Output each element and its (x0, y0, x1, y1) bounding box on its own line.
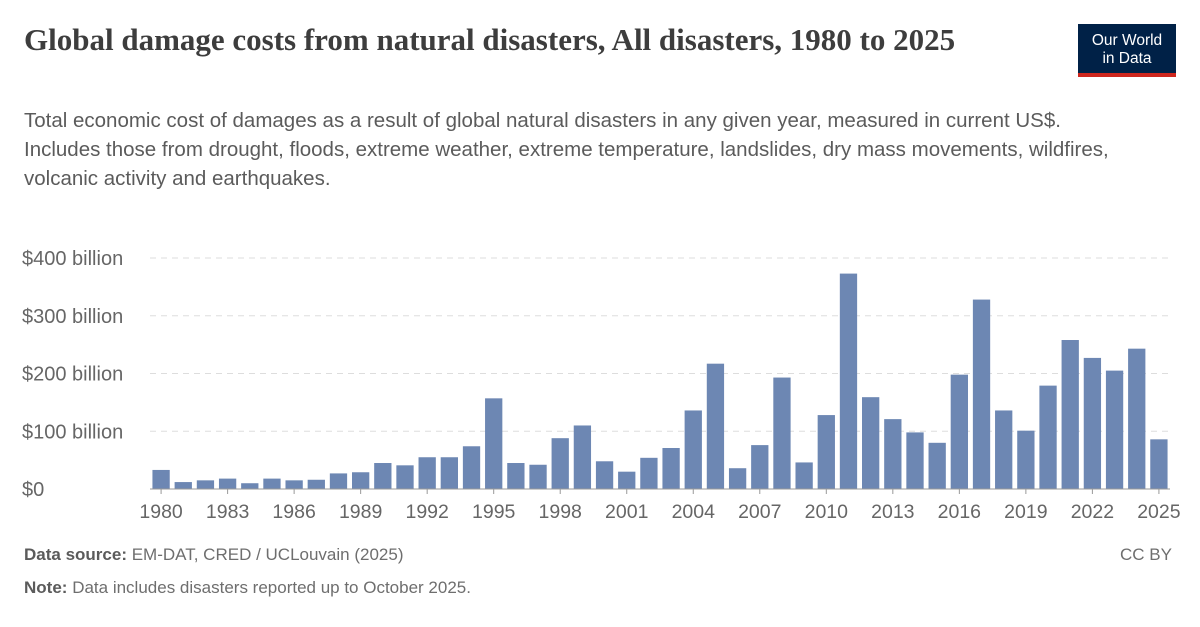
x-tick-label: 2013 (871, 501, 914, 523)
bar-2016 (950, 374, 968, 489)
x-tick-label: 1992 (405, 501, 448, 523)
x-tick-label: 1980 (139, 501, 183, 523)
y-tick-label: $200 billion (22, 364, 123, 386)
bar-1981 (174, 482, 192, 489)
bar-2001 (618, 471, 636, 489)
bar-2022 (1083, 357, 1102, 489)
bar-1992 (418, 457, 436, 489)
x-tick-label: 1986 (272, 501, 315, 523)
bar-1987 (307, 479, 325, 489)
x-tick-label: 2025 (1137, 501, 1181, 523)
bar-2011 (839, 273, 858, 489)
data-source: Data source: EM-DAT, CRED / UCLouvain (2… (24, 545, 404, 565)
bar-2019 (1017, 430, 1035, 489)
x-tick-label: 1989 (339, 501, 382, 523)
x-tick-label: 2007 (738, 501, 781, 523)
logo-line-1: Our World (1091, 32, 1163, 49)
bar-2018 (995, 410, 1013, 489)
bar-2005 (706, 363, 725, 489)
bar-1993 (440, 457, 458, 489)
bar-2024 (1128, 348, 1146, 489)
bar-2015 (928, 442, 946, 489)
bar-1982 (196, 480, 215, 489)
data-source-label: Data source: (24, 545, 127, 564)
note-text: Data includes disasters reported up to O… (72, 578, 471, 597)
x-tick-label: 2019 (1004, 501, 1047, 523)
bar-1999 (573, 425, 592, 489)
bar-1983 (218, 478, 237, 489)
bar-2021 (1061, 340, 1079, 489)
bar-1989 (352, 472, 370, 489)
bar-1986 (285, 480, 303, 489)
bar-2009 (795, 462, 813, 489)
chart-title: Global damage costs from natural disaste… (24, 22, 956, 57)
bar-1996 (507, 463, 525, 489)
x-tick-label: 2004 (672, 501, 716, 523)
chart-subtitle: Total economic cost of damages as a resu… (24, 109, 1109, 190)
bar-2000 (595, 461, 614, 489)
bar-2007 (751, 445, 769, 489)
bar-1994 (462, 446, 481, 489)
logo-line-2: in Data (1102, 50, 1152, 67)
bar-2012 (862, 397, 880, 489)
bar-1988 (329, 473, 348, 489)
y-tick-label: $100 billion (22, 421, 123, 443)
owid-logo[interactable]: Our World in Data (1078, 24, 1176, 77)
bar-2006 (728, 468, 747, 489)
x-tick-label: 2010 (805, 501, 849, 523)
bar-1998 (551, 438, 569, 489)
bar-2014 (906, 432, 924, 489)
chart-note: Note: Data includes disasters reported u… (24, 578, 471, 598)
bar-2013 (884, 419, 902, 489)
x-tick-label: 1998 (539, 501, 582, 523)
bar-2004 (684, 410, 702, 489)
bar-1995 (485, 398, 503, 489)
x-tick-label: 2016 (938, 501, 981, 523)
bar-2023 (1105, 370, 1124, 489)
bar-2010 (817, 415, 835, 489)
bar-2020 (1039, 385, 1057, 489)
license-link[interactable]: CC BY (1120, 545, 1172, 564)
x-tick-label: 2001 (605, 501, 648, 523)
bar-2003 (662, 447, 680, 489)
bar-1990 (374, 463, 392, 489)
x-tick-label: 1995 (472, 501, 516, 523)
bar-1985 (263, 478, 281, 489)
bar-2025 (1150, 439, 1168, 489)
x-tick-label: 1983 (206, 501, 249, 523)
bar-1991 (396, 465, 414, 489)
bar-2017 (972, 299, 991, 489)
note-label: Note: (24, 578, 68, 597)
bar-2002 (640, 457, 658, 489)
x-tick-label: 2022 (1071, 501, 1114, 523)
y-tick-label: $300 billion (22, 306, 123, 328)
bar-1984 (241, 483, 259, 489)
bar-1980 (152, 469, 170, 489)
bar-2008 (773, 377, 791, 489)
y-tick-label: $400 billion (22, 248, 123, 270)
data-source-text[interactable]: EM-DAT, CRED / UCLouvain (2025) (131, 545, 404, 564)
bar-1997 (529, 464, 547, 489)
y-tick-label: $0 (22, 479, 44, 501)
